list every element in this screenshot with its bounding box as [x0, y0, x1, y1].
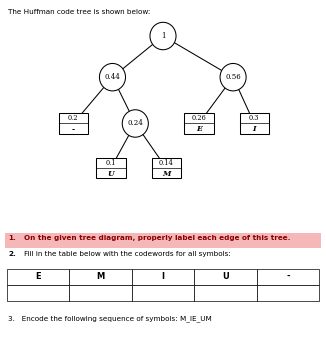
FancyBboxPatch shape: [257, 285, 319, 301]
Text: 0.56: 0.56: [225, 73, 241, 81]
FancyBboxPatch shape: [59, 113, 88, 134]
FancyBboxPatch shape: [7, 285, 69, 301]
FancyBboxPatch shape: [257, 269, 319, 285]
Text: 1.: 1.: [8, 235, 16, 241]
Circle shape: [150, 22, 176, 50]
FancyBboxPatch shape: [132, 269, 194, 285]
Text: M: M: [96, 272, 105, 281]
Text: 3.   Encode the following sequence of symbols: M_IE_UM: 3. Encode the following sequence of symb…: [8, 315, 212, 322]
Text: Fill in the table below with the codewords for all symbols:: Fill in the table below with the codewor…: [24, 251, 231, 257]
Text: 0.14: 0.14: [159, 158, 174, 166]
Text: 0.24: 0.24: [127, 119, 143, 128]
FancyBboxPatch shape: [194, 285, 257, 301]
FancyBboxPatch shape: [184, 113, 214, 134]
Circle shape: [220, 63, 246, 91]
Text: 0.26: 0.26: [191, 114, 206, 122]
Text: M: M: [162, 170, 170, 178]
FancyBboxPatch shape: [96, 158, 126, 178]
Text: -: -: [286, 272, 290, 281]
Text: The Huffman code tree is shown below:: The Huffman code tree is shown below:: [8, 9, 151, 14]
FancyBboxPatch shape: [132, 285, 194, 301]
Text: On the given tree diagram, properly label each edge of this tree.: On the given tree diagram, properly labe…: [24, 235, 291, 241]
Text: 2.: 2.: [8, 251, 16, 257]
Text: U: U: [108, 170, 114, 178]
Text: 1: 1: [161, 32, 165, 40]
Circle shape: [122, 110, 148, 137]
Text: E: E: [35, 272, 41, 281]
FancyBboxPatch shape: [5, 233, 321, 248]
Text: I: I: [252, 125, 256, 133]
Circle shape: [99, 63, 126, 91]
FancyBboxPatch shape: [69, 269, 132, 285]
FancyBboxPatch shape: [69, 285, 132, 301]
FancyBboxPatch shape: [240, 113, 269, 134]
FancyBboxPatch shape: [194, 269, 257, 285]
Text: 0.3: 0.3: [249, 114, 259, 122]
Text: 0.2: 0.2: [68, 114, 79, 122]
FancyBboxPatch shape: [152, 158, 181, 178]
Text: I: I: [161, 272, 165, 281]
Text: -: -: [72, 125, 75, 133]
FancyBboxPatch shape: [7, 269, 69, 285]
Text: 0.1: 0.1: [106, 158, 116, 166]
Text: E: E: [196, 125, 202, 133]
Text: U: U: [222, 272, 229, 281]
Text: 0.44: 0.44: [105, 73, 120, 81]
